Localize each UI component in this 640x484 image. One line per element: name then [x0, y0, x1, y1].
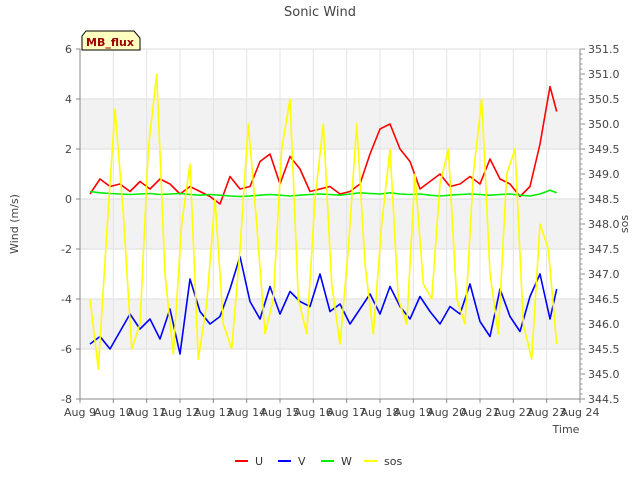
- x-tick-label: Aug 15: [261, 406, 300, 419]
- chart-title: Sonic Wind: [284, 5, 356, 20]
- y2-tick-label: 351.0: [588, 68, 620, 81]
- y2-tick-label: 350.0: [588, 118, 620, 131]
- badge-label: MB_flux: [86, 36, 134, 49]
- y2-tick-label: 349.5: [588, 143, 620, 156]
- x-tick-label: Aug 17: [327, 406, 366, 419]
- x-tick-label: Aug 20: [427, 406, 466, 419]
- y2-tick-label: 348.0: [588, 218, 620, 231]
- series-line-W: [89, 189, 557, 198]
- y2-tick-label: 347.5: [588, 243, 620, 256]
- y2-tick-label: 348.5: [588, 193, 620, 206]
- y-tick-label: 2: [65, 143, 72, 156]
- x-tick-label: Aug 23: [527, 406, 566, 419]
- y2-tick-label: 345.0: [588, 368, 620, 381]
- y2-tick-label: 347.0: [588, 268, 620, 281]
- y-tick-label: -4: [61, 293, 72, 306]
- y2-tick-label: 351.5: [588, 43, 620, 56]
- x-tick-label: Aug 9: [64, 406, 96, 419]
- series-lines: [89, 73, 558, 370]
- y2-tick-label: 349.0: [588, 168, 620, 181]
- plot-band: [80, 99, 580, 149]
- x-axis-label: Time: [552, 423, 580, 436]
- x-tick-label: Aug 16: [294, 406, 333, 419]
- series-line-U: [89, 85, 558, 205]
- mb-flux-badge: MB_flux: [81, 30, 141, 51]
- series-line-V: [89, 255, 558, 355]
- x-tick-label: Aug 18: [361, 406, 400, 419]
- legend-label-W: W: [341, 455, 352, 468]
- y-tick-label: 6: [65, 43, 72, 56]
- y-tick-label: -6: [61, 343, 72, 356]
- y2-tick-label: 350.5: [588, 93, 620, 106]
- x-tick-label: Aug 22: [494, 406, 533, 419]
- x-tick-label: Aug 24: [561, 406, 600, 419]
- y-axis-label: Wind (m/s): [8, 194, 21, 254]
- x-tick-label: Aug 19: [394, 406, 433, 419]
- x-tick-label: Aug 10: [94, 406, 133, 419]
- badge-shape: [81, 30, 141, 51]
- y2-axis-label: sos: [618, 215, 631, 233]
- x-tick-label: Aug 12: [161, 406, 200, 419]
- legend-label-V: V: [298, 455, 306, 468]
- y2-tick-label: 345.5: [588, 343, 620, 356]
- x-tick-label: Aug 13: [194, 406, 233, 419]
- y2-tick-label: 346.0: [588, 318, 620, 331]
- legend-label-sos: sos: [384, 455, 402, 468]
- legend-label-U: U: [255, 455, 263, 468]
- y-tick-label: -8: [61, 393, 72, 406]
- series-line-sos: [89, 73, 558, 370]
- plot-band: [80, 299, 580, 349]
- y2-tick-label: 346.5: [588, 293, 620, 306]
- y2-tick-label: 344.5: [588, 393, 620, 406]
- x-tick-label: Aug 21: [461, 406, 500, 419]
- y-tick-label: -2: [61, 243, 72, 256]
- y-tick-label: 0: [65, 193, 72, 206]
- y-tick-label: 4: [65, 93, 72, 106]
- x-tick-label: Aug 14: [227, 406, 266, 419]
- x-tick-label: Aug 11: [127, 406, 166, 419]
